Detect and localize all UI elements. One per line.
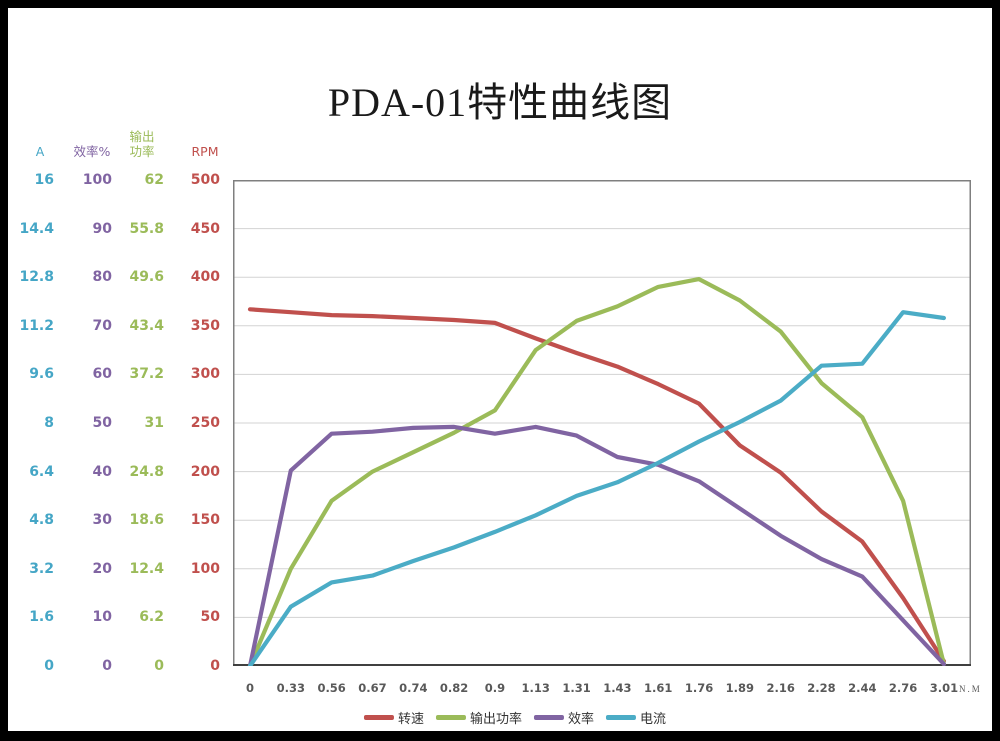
axis-value-efficiency: 60	[92, 366, 112, 383]
axis-value-current: 4.8	[29, 512, 54, 529]
axis-value-output-power: 18.6	[129, 512, 164, 529]
x-tick-label: 2.28	[807, 681, 836, 695]
series-line-转速	[247, 307, 947, 664]
axis-value-efficiency: 70	[92, 317, 112, 334]
x-tick-label: 2.44	[848, 681, 877, 695]
axis-value-efficiency: 0	[102, 658, 112, 674]
axis-value-efficiency: 80	[92, 269, 112, 286]
x-tick-label: 0.9	[484, 681, 506, 695]
axis-value-output-power: 24.8	[129, 463, 164, 480]
legend-item-转速: 转速	[363, 708, 424, 727]
axis-value-rpm: 500	[190, 172, 220, 188]
axis-value-rpm: 50	[200, 609, 220, 626]
axis-value-output-power: 0	[154, 658, 164, 674]
plot-area	[233, 180, 971, 666]
x-tick-label: 0.82	[439, 681, 469, 695]
axis-value-output-power: 55.8	[129, 220, 164, 237]
legend-item-效率: 效率	[534, 708, 594, 727]
axis-header-line: 功率	[129, 144, 155, 159]
legend-label: 输出功率	[469, 711, 522, 726]
axis-value-efficiency: 100	[82, 172, 112, 188]
x-tick-label: 0.67	[358, 681, 387, 695]
x-tick-label: 0.74	[399, 681, 428, 695]
legend-swatch	[435, 715, 466, 720]
x-tick-label: 1.61	[644, 681, 673, 695]
axis-value-current: 16	[34, 172, 54, 188]
axis-header-output-power: 输出 功率	[117, 129, 167, 159]
x-tick-label: 2.76	[888, 681, 918, 695]
axis-value-efficiency: 50	[92, 415, 112, 431]
x-tick-label: 0.56	[317, 681, 346, 695]
axis-value-rpm: 250	[190, 415, 220, 431]
x-tick-label: 3.01	[929, 681, 959, 695]
axis-header-line: RPM	[191, 144, 219, 159]
axis-header-line: A	[35, 144, 45, 159]
axis-value-output-power: 31	[144, 415, 164, 431]
axis-value-efficiency: 10	[92, 609, 112, 626]
axis-header-line: 效率%	[73, 144, 111, 159]
axis-value-efficiency: 20	[92, 560, 112, 577]
chart-legend: 转速 输出功率 效率 电流	[358, 708, 672, 727]
legend-label: 效率	[568, 711, 595, 726]
axis-value-output-power: 49.6	[129, 269, 164, 286]
axis-value-rpm: 100	[190, 560, 220, 577]
legend-swatch	[534, 715, 564, 720]
axis-value-output-power: 62	[144, 172, 164, 188]
x-tick-label: 1.13	[521, 681, 550, 695]
axis-header-line: 输出	[129, 129, 155, 144]
axis-value-rpm: 450	[190, 220, 220, 237]
x-tick-label: 2.16	[766, 681, 795, 695]
axis-value-output-power: 12.4	[129, 560, 164, 577]
axis-value-current: 3.2	[29, 560, 54, 577]
legend-item-输出功率: 输出功率	[435, 708, 522, 727]
legend-label: 电流	[640, 711, 667, 726]
series-line-效率	[247, 424, 947, 666]
series-line-输出功率	[247, 276, 947, 666]
axis-value-current: 12.8	[19, 269, 54, 286]
x-tick-label: 1.76	[684, 681, 714, 695]
axis-header-rpm: RPM	[180, 144, 230, 159]
legend-label: 转速	[397, 711, 424, 726]
axis-value-current: 6.4	[29, 463, 54, 480]
axis-value-rpm: 200	[190, 463, 220, 480]
legend-swatch	[606, 715, 637, 720]
axis-value-output-power: 43.4	[129, 317, 164, 334]
legend-swatch	[363, 715, 394, 720]
x-tick-label: 1.89	[725, 681, 755, 695]
series-line-电流	[247, 310, 947, 666]
axis-header-efficiency: 效率%	[64, 144, 120, 159]
axis-value-current: 11.2	[19, 317, 54, 334]
x-tick-label: 0.33	[276, 681, 305, 695]
axis-value-current: 0	[44, 658, 54, 674]
axis-value-output-power: 37.2	[129, 366, 164, 383]
line-chart	[233, 180, 971, 666]
axis-value-current: 1.6	[29, 609, 54, 626]
x-tick-label: 1.43	[603, 681, 632, 695]
axis-value-current: 8	[44, 415, 54, 431]
axis-value-current: 9.6	[29, 366, 54, 383]
axis-value-rpm: 0	[210, 658, 220, 674]
axis-value-rpm: 350	[190, 317, 220, 334]
axis-value-rpm: 300	[190, 366, 220, 383]
axis-header-current: A	[20, 144, 60, 159]
axis-value-efficiency: 30	[92, 512, 112, 529]
chart-title: PDA-01特性曲线图	[327, 80, 673, 125]
axis-value-efficiency: 90	[92, 220, 112, 237]
x-axis-unit-label: N.M	[959, 684, 982, 694]
axis-value-efficiency: 40	[92, 463, 112, 480]
axis-value-current: 14.4	[19, 220, 54, 237]
page: PDA-01特性曲线图 A 16 14.4 12.8 11.2 9.6 8 6.4 4.8 3.2…	[8, 8, 992, 731]
axis-value-output-power: 6.2	[139, 609, 164, 626]
axis-value-rpm: 150	[190, 512, 220, 529]
axis-value-rpm: 400	[190, 269, 220, 286]
x-tick-label: 1.31	[562, 681, 591, 695]
x-tick-label: 0	[245, 681, 254, 695]
legend-item-电流: 电流	[606, 708, 666, 727]
